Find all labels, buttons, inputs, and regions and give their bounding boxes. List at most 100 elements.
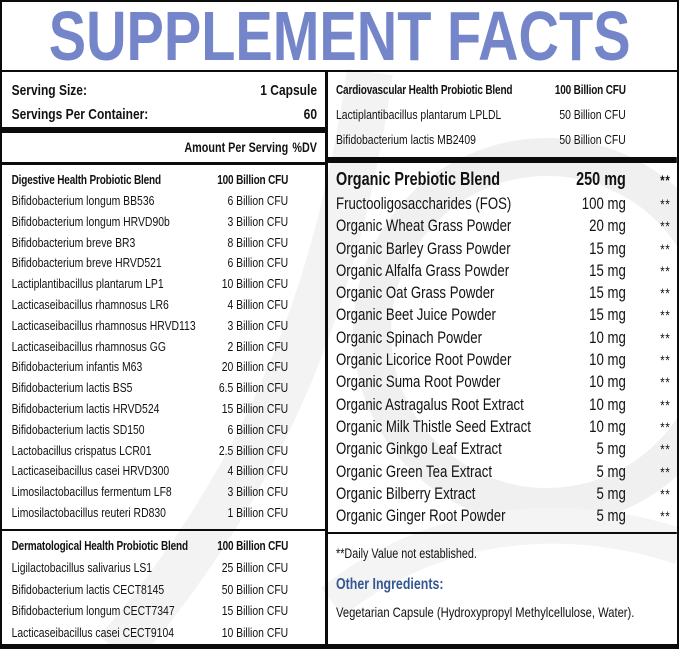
ingredient-amount: 50 Billion CFU	[559, 107, 626, 122]
daily-value-cell: **	[660, 285, 671, 302]
ingredient-name: Bifidobacterium lactis MB2409	[336, 132, 476, 147]
ingredient-amount: 10 Billion CFU	[221, 276, 289, 292]
blend-amount: 100 Billion CFU	[554, 83, 626, 97]
amount-per-serving-label: Amount Per Serving	[184, 140, 289, 155]
other-ingredients-label: Other Ingredients:	[336, 576, 444, 594]
ingredient-amount: 1 Billion CFU	[227, 504, 289, 520]
blend-amount: 100 Billion CFU	[217, 538, 289, 553]
daily-value-cell: **	[660, 396, 671, 413]
ingredient-name: Lacticaseibacillus rhamnosus LR6	[11, 296, 169, 312]
amount-per-serving-header: Amount Per Serving %DV	[2, 133, 325, 162]
blend-amount: 100 Billion CFU	[217, 173, 289, 187]
ingredient-row: Bifidobacterium lactis BS5 6.5 Billion CF…	[12, 378, 317, 399]
daily-value-cell: **	[660, 463, 671, 480]
ingredient-amount: 6 Billion CFU	[227, 421, 289, 437]
ingredient-name: Organic Oat Grass Powder	[336, 284, 495, 303]
ingredient-amount: 8 Billion CFU	[227, 234, 289, 250]
digestive-blend-section: Digestive Health Probiotic Blend 100 Bil…	[2, 165, 325, 529]
ingredient-name: Bifidobacterium lactis HRVD524	[11, 400, 160, 416]
title-block: SUPPLEMENT FACTS	[2, 2, 677, 72]
daily-value-footnote: **Daily Value not established.	[336, 546, 477, 562]
ingredient-row: Bifidobacterium infantis M63 20 Billion C…	[12, 357, 317, 378]
ingredient-amount: 4 Billion CFU	[227, 463, 289, 479]
ingredient-amount: 10 mg	[589, 373, 626, 392]
ingredient-amount: 3 Billion CFU	[227, 213, 289, 229]
ingredient-row: Bifidobacterium lactis CECT8145 50 Billio…	[12, 579, 317, 601]
ingredient-amount: 2.5 Billion CFU	[218, 442, 289, 458]
ingredient-row: Organic Alfalfa Grass Powder 15 mg **	[336, 260, 671, 282]
blend-header: Dermatological Health Probiotic Blend 10…	[12, 536, 317, 558]
ingredient-row: Lactiplantibacillus plantarum LPLDL 50 Bi…	[336, 102, 671, 127]
ingredient-row: Lactiplantibacillus plantarum LP1 10 Bill…	[12, 274, 317, 295]
daily-value-cell: **	[660, 329, 671, 346]
ingredient-row: Lacticaseibacillus rhamnosus GG 2 Billion…	[12, 337, 317, 358]
ingredient-amount: 15 mg	[589, 239, 626, 258]
ingredient-name: Bifidobacterium longum CECT7347	[11, 603, 175, 619]
ingredient-amount: 5 mg	[596, 462, 626, 481]
ingredient-name: Organic Wheat Grass Powder	[336, 217, 512, 236]
page-title: SUPPLEMENT FACTS	[48, 2, 631, 72]
serving-info: Serving Size: 1 Capsule Servings Per Con…	[2, 72, 325, 127]
cardiovascular-blend-section: Cardiovascular Health Probiotic Blend 10…	[328, 72, 677, 157]
ingredient-row: Organic Beet Juice Powder 15 mg **	[336, 304, 671, 326]
ingredient-amount: 5 mg	[596, 440, 626, 459]
ingredient-row: Bifidobacterium lactis MB2409 50 Billion …	[336, 127, 671, 152]
ingredient-amount: 2 Billion CFU	[227, 338, 289, 354]
ingredient-name: Organic Barley Grass Powder	[336, 239, 511, 258]
ingredient-amount: 100 mg	[581, 195, 626, 213]
daily-value-cell: **	[660, 441, 671, 458]
ingredient-name: Fructooligosaccharides (FOS)	[336, 195, 512, 213]
left-column: Serving Size: 1 Capsule Servings Per Con…	[2, 72, 328, 644]
ingredient-amount: 3 Billion CFU	[227, 484, 289, 500]
ingredient-row: Limosilactobacillus fermentum LF8 3 Billi…	[12, 482, 317, 503]
ingredient-row: Organic Green Tea Extract 5 mg **	[336, 461, 671, 483]
ingredient-name: Organic Ginger Root Powder	[336, 507, 506, 526]
blend-name: Digestive Health Probiotic Blend	[11, 173, 162, 187]
ingredient-name: Lactobacillus crispatus LCR01	[11, 442, 152, 458]
ingredient-row: Bifidobacterium longum BB536 6 Billion CF…	[12, 191, 317, 212]
blend-header: Digestive Health Probiotic Blend 100 Bil…	[12, 169, 317, 191]
ingredient-name: Organic Spinach Powder	[336, 328, 483, 347]
ingredient-row: Lactobacillus crispatus LCR01 2.5 Billion…	[12, 441, 317, 462]
servings-per-container-value: 60	[303, 106, 317, 123]
ingredient-amount: 10 mg	[589, 417, 626, 436]
ingredient-row: Lacticaseibacillus casei HRVD300 4 Billio…	[12, 461, 317, 482]
ingredient-amount: 3 Billion CFU	[227, 317, 289, 333]
ingredient-amount: 5 mg	[596, 507, 626, 526]
ingredient-name: Organic Suma Root Powder	[336, 373, 501, 392]
ingredient-amount: 6 Billion CFU	[227, 255, 289, 271]
ingredient-amount: 20 mg	[589, 217, 626, 236]
ingredient-amount: 50 Billion CFU	[559, 132, 626, 147]
ingredient-row: Organic Milk Thistle Seed Extract 10 mg **	[336, 416, 671, 438]
ingredient-row: Organic Bilberry Extract 5 mg **	[336, 483, 671, 505]
ingredient-row: Bifidobacterium breve BR3 8 Billion CFU	[12, 233, 317, 254]
ingredient-name: Organic Bilberry Extract	[336, 484, 476, 503]
prebiotic-blend-section: Organic Prebiotic Blend 250 mg ** Fructo…	[328, 163, 677, 532]
servings-per-container-row: Servings Per Container: 60	[12, 103, 317, 127]
ingredient-name: Ligilactobacillus salivarius LS1	[11, 560, 153, 576]
ingredient-name: Bifidobacterium lactis CECT8145	[11, 581, 165, 597]
ingredient-name: Limosilactobacillus reuteri RD830	[11, 504, 166, 520]
ingredient-row: Organic Licorice Root Powder 10 mg **	[336, 349, 671, 371]
ingredient-amount: 10 Billion CFU	[221, 624, 289, 640]
ingredient-row: Bifidobacterium longum CECT7347 15 Billio…	[12, 600, 317, 622]
daily-value-cell: **	[660, 418, 671, 435]
ingredient-row: Ligilactobacillus salivarius LS1 25 Billi…	[12, 557, 317, 579]
ingredient-name: Bifidobacterium breve BR3	[11, 234, 136, 250]
ingredient-amount: 20 Billion CFU	[221, 359, 289, 375]
right-column: Cardiovascular Health Probiotic Blend 10…	[328, 72, 677, 644]
daily-value-cell: **	[660, 172, 671, 188]
ingredient-name: Bifidobacterium longum BB536	[11, 193, 155, 208]
ingredient-name: Lactiplantibacillus plantarum LP1	[11, 276, 164, 292]
daily-value-cell: **	[660, 307, 671, 324]
blend-header: Organic Prebiotic Blend 250 mg **	[336, 167, 671, 193]
ingredient-name: Organic Milk Thistle Seed Extract	[336, 417, 531, 436]
dermatological-blend-section: Dermatological Health Probiotic Blend 10…	[2, 531, 325, 644]
ingredient-row: Organic Oat Grass Powder 15 mg **	[336, 282, 671, 304]
ingredient-name: Organic Licorice Root Powder	[336, 351, 512, 370]
ingredient-row: Lacticaseibacillus rhamnosus HRVD113 3 Bi…	[12, 316, 317, 337]
ingredient-row: Lacticaseibacillus rhamnosus LR6 4 Billio…	[12, 295, 317, 316]
ingredient-row: Organic Spinach Powder 10 mg **	[336, 327, 671, 349]
ingredient-row: Organic Ginger Root Powder 5 mg **	[336, 505, 671, 527]
ingredient-name: Lacticaseibacillus casei CECT9104	[11, 624, 175, 640]
